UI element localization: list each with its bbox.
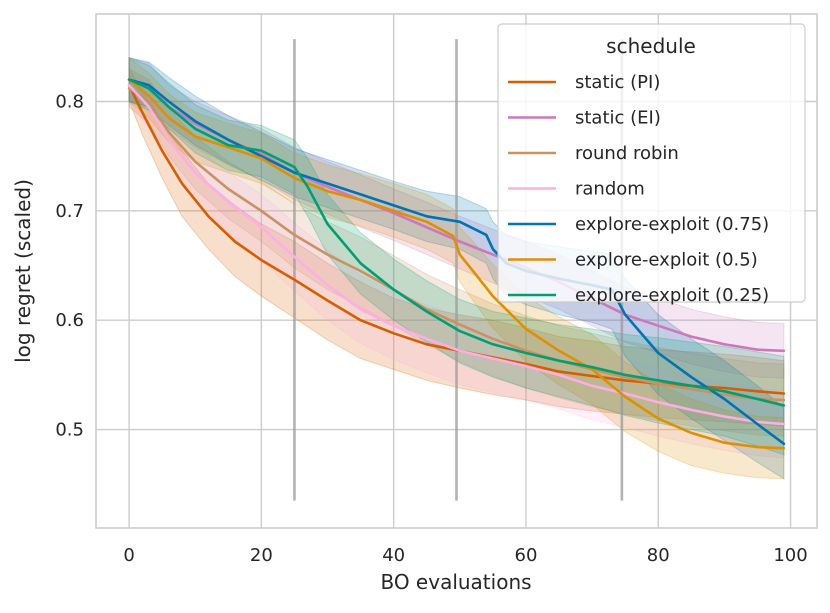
series-line	[127, 78, 786, 446]
x-tick-label: 0	[123, 545, 134, 566]
y-tick-label: 0.7	[55, 201, 84, 222]
legend: schedule static (PI) static (EI) round rob…	[497, 23, 806, 306]
legend-label: explore-exploit (0.5)	[575, 250, 758, 271]
x-tick-label: 40	[382, 545, 405, 566]
x-axis-label: BO evaluations	[380, 570, 531, 594]
legend-label: random	[575, 179, 645, 200]
series-line	[127, 78, 786, 450]
legend-box	[497, 23, 806, 303]
plot-frame	[95, 13, 818, 529]
legend-label: static (PI)	[575, 72, 660, 93]
y-tick-label: 0.5	[55, 420, 84, 441]
confidence-band	[128, 67, 785, 437]
x-tick-label: 80	[647, 545, 670, 566]
x-tick-label: 60	[515, 545, 538, 566]
series-line	[127, 78, 786, 407]
series-line	[127, 87, 786, 402]
legend-label: explore-exploit (0.75)	[575, 214, 769, 235]
x-axis-ticks: 0 20 40 60 80 100	[123, 545, 807, 566]
legend-label: explore-exploit (0.25)	[575, 285, 769, 306]
series-line	[127, 83, 786, 426]
y-axis-ticks: 0.5 0.6 0.7 0.8	[55, 91, 84, 440]
series-lines	[127, 78, 786, 450]
x-tick-label: 100	[773, 545, 807, 566]
y-tick-label: 0.6	[55, 310, 84, 331]
legend-items: static (PI) static (EI) round robin random e…	[508, 72, 769, 306]
y-tick-label: 0.8	[55, 91, 84, 112]
legend-title: schedule	[606, 34, 696, 58]
legend-label: static (EI)	[575, 108, 661, 129]
confidence-band	[128, 67, 785, 459]
x-tick-label: 20	[250, 545, 273, 566]
legend-label: round robin	[575, 143, 679, 164]
confidence-band	[128, 57, 785, 480]
y-axis-label: log regret (scaled)	[11, 179, 35, 363]
